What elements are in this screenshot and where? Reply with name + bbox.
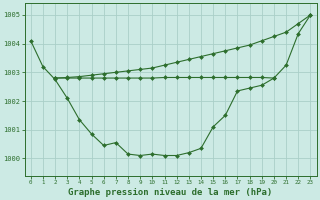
X-axis label: Graphe pression niveau de la mer (hPa): Graphe pression niveau de la mer (hPa) (68, 188, 273, 197)
